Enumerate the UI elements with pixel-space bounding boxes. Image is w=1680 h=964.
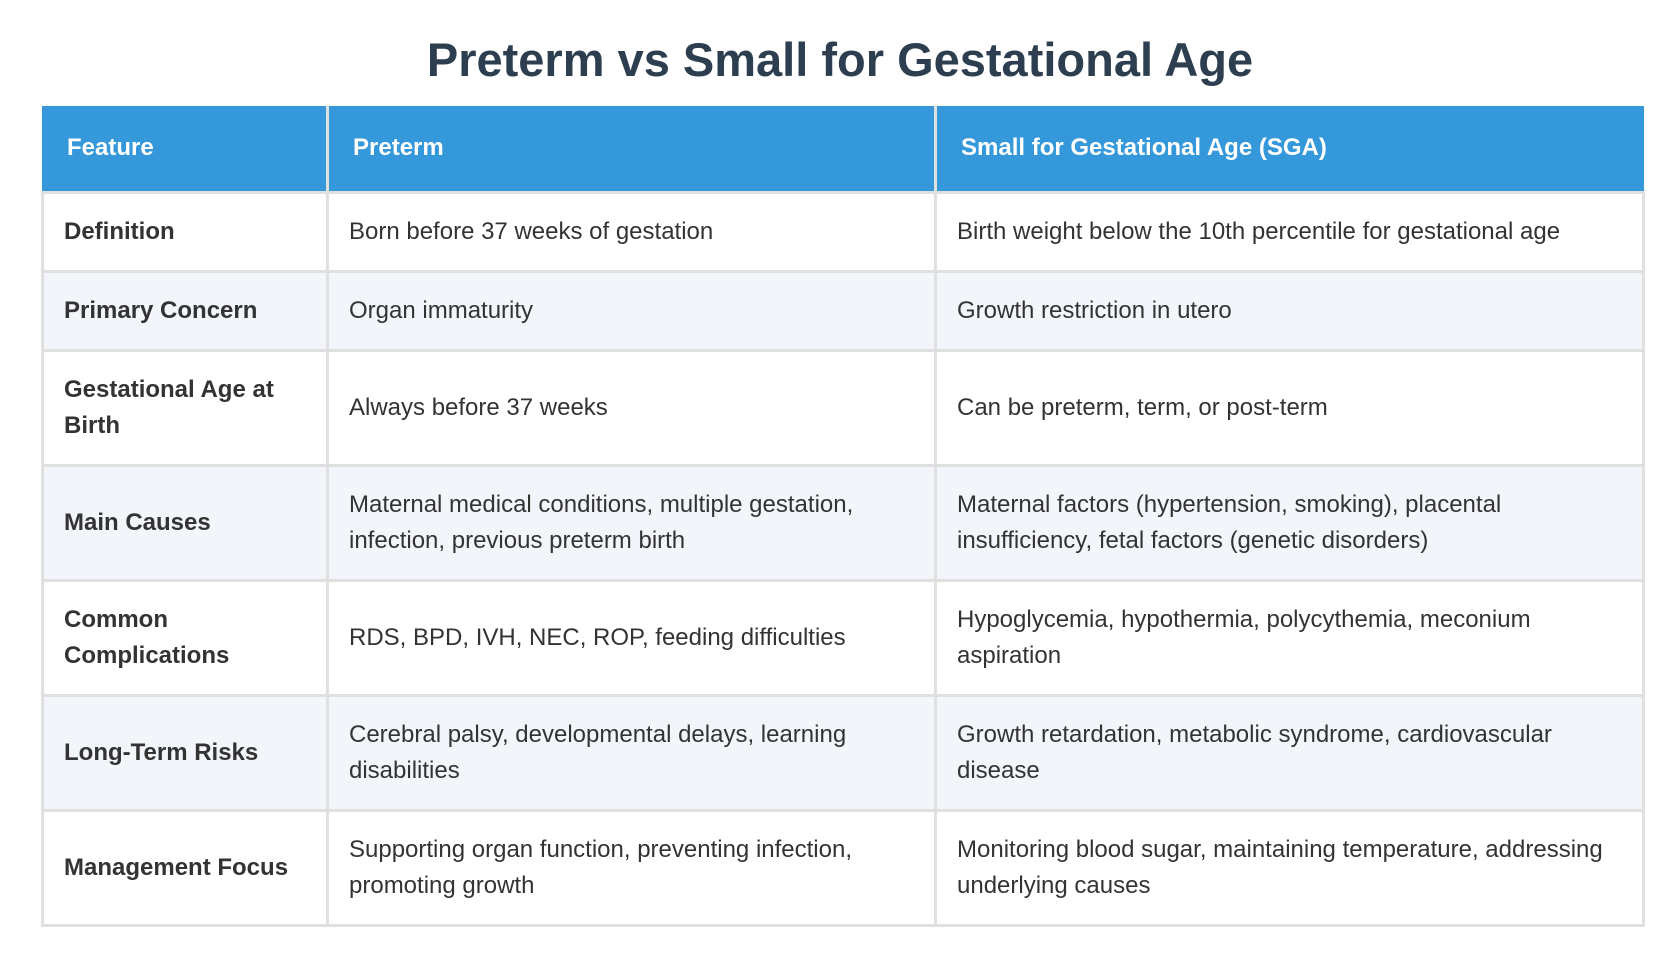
table-row: Gestational Age at Birth Always before 3… [41, 348, 1645, 467]
feature-cell: Definition [41, 190, 329, 273]
header-sga: Small for Gestational Age (SGA) [934, 106, 1644, 192]
sga-cell: Birth weight below the 10th percentile f… [934, 190, 1645, 273]
feature-cell: Primary Concern [41, 269, 329, 352]
table-header: Feature Preterm Small for Gestational Ag… [42, 106, 1644, 192]
feature-cell: Common Complications [41, 578, 329, 697]
feature-cell: Long-Term Risks [41, 693, 329, 812]
preterm-cell: Supporting organ function, preventing in… [326, 808, 937, 927]
header-row: Feature Preterm Small for Gestational Ag… [42, 106, 1644, 192]
header-feature: Feature [42, 106, 329, 192]
table-row: Long-Term Risks Cerebral palsy, developm… [41, 693, 1645, 812]
table-row: Common Complications RDS, BPD, IVH, NEC,… [41, 578, 1645, 697]
preterm-cell: Born before 37 weeks of gestation [326, 190, 937, 273]
table-body: Definition Born before 37 weeks of gesta… [41, 190, 1645, 927]
feature-cell: Gestational Age at Birth [41, 348, 329, 467]
header-preterm: Preterm [326, 106, 937, 192]
comparison-table: Feature Preterm Small for Gestational Ag… [41, 106, 1645, 927]
sga-cell: Monitoring blood sugar, maintaining temp… [934, 808, 1645, 927]
preterm-cell: RDS, BPD, IVH, NEC, ROP, feeding difficu… [326, 578, 937, 697]
sga-cell: Hypoglycemia, hypothermia, polycythemia,… [934, 578, 1645, 697]
table-row: Primary Concern Organ immaturity Growth … [41, 269, 1645, 352]
sga-cell: Growth restriction in utero [934, 269, 1645, 352]
sga-cell: Growth retardation, metabolic syndrome, … [934, 693, 1645, 812]
table-row: Management Focus Supporting organ functi… [41, 808, 1645, 927]
preterm-cell: Cerebral palsy, developmental delays, le… [326, 693, 937, 812]
preterm-cell: Maternal medical conditions, multiple ge… [326, 463, 937, 582]
preterm-cell: Organ immaturity [326, 269, 937, 352]
feature-cell: Management Focus [41, 808, 329, 927]
table-row: Definition Born before 37 weeks of gesta… [41, 190, 1645, 273]
feature-cell: Main Causes [41, 463, 329, 582]
sga-cell: Can be preterm, term, or post-term [934, 348, 1645, 467]
preterm-cell: Always before 37 weeks [326, 348, 937, 467]
sga-cell: Maternal factors (hypertension, smoking)… [934, 463, 1645, 582]
page-title: Preterm vs Small for Gestational Age [426, 33, 1254, 86]
table-row: Main Causes Maternal medical conditions,… [41, 463, 1645, 582]
